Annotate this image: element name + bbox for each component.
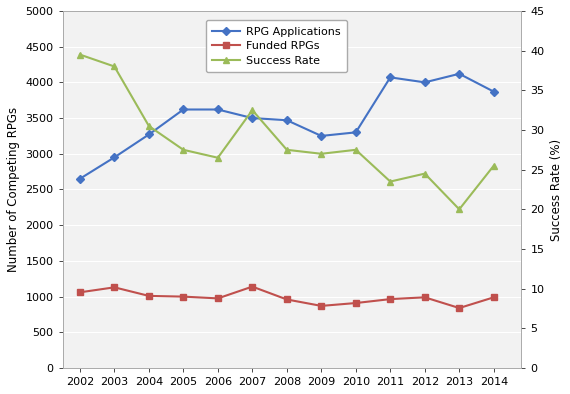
Success Rate <box>249 108 256 113</box>
Y-axis label: Number of Competing RPGs: Number of Competing RPGs <box>7 107 20 272</box>
RPG Applications <box>318 134 325 138</box>
Funded RPGs <box>180 294 187 299</box>
Success Rate <box>456 207 463 212</box>
RPG Applications <box>249 116 256 121</box>
Success Rate <box>387 179 394 184</box>
Success Rate <box>490 164 497 168</box>
RPG Applications <box>76 177 83 181</box>
Funded RPGs <box>352 301 359 305</box>
Success Rate <box>111 64 118 69</box>
Funded RPGs <box>283 297 290 302</box>
RPG Applications <box>283 118 290 123</box>
RPG Applications <box>180 107 187 112</box>
Funded RPGs <box>490 295 497 300</box>
Success Rate <box>76 52 83 57</box>
Line: Funded RPGs: Funded RPGs <box>77 284 496 311</box>
Success Rate <box>421 171 428 176</box>
Funded RPGs <box>111 285 118 290</box>
Success Rate <box>180 147 187 152</box>
RPG Applications <box>490 89 497 94</box>
Success Rate <box>214 155 221 160</box>
RPG Applications <box>214 107 221 112</box>
Line: Success Rate: Success Rate <box>77 52 496 212</box>
Funded RPGs <box>249 284 256 289</box>
RPG Applications <box>111 155 118 160</box>
Funded RPGs <box>421 295 428 300</box>
Success Rate <box>352 147 359 152</box>
RPG Applications <box>352 130 359 135</box>
RPG Applications <box>387 75 394 80</box>
RPG Applications <box>456 71 463 76</box>
Funded RPGs <box>76 290 83 295</box>
Funded RPGs <box>145 294 152 298</box>
Y-axis label: Success Rate (%): Success Rate (%) <box>550 138 563 241</box>
Funded RPGs <box>214 296 221 301</box>
Line: RPG Applications: RPG Applications <box>77 71 496 182</box>
Funded RPGs <box>456 306 463 310</box>
Legend: RPG Applications, Funded RPGs, Success Rate: RPG Applications, Funded RPGs, Success R… <box>206 20 347 72</box>
Success Rate <box>145 124 152 128</box>
Funded RPGs <box>387 297 394 301</box>
RPG Applications <box>421 80 428 85</box>
Success Rate <box>318 151 325 156</box>
Funded RPGs <box>318 303 325 308</box>
Success Rate <box>283 147 290 152</box>
RPG Applications <box>145 132 152 137</box>
